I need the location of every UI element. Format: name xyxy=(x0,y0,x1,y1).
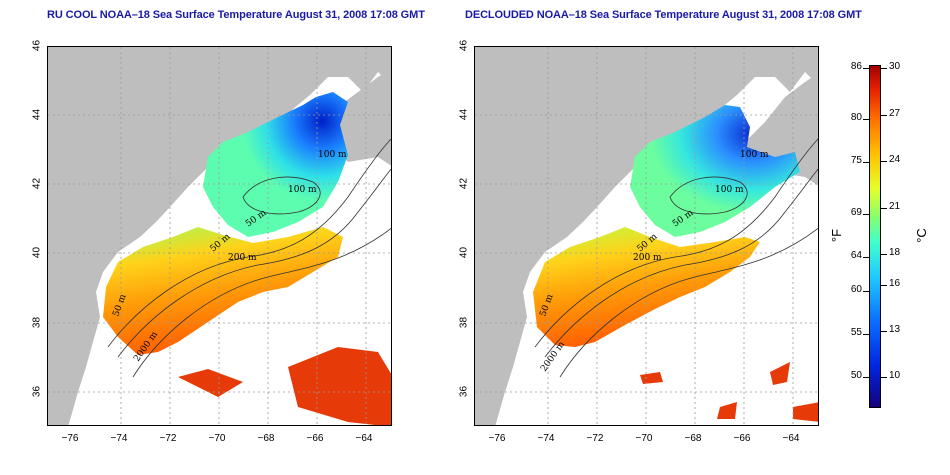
contour-label: 200 m xyxy=(228,253,257,263)
lat-tick-label: 44 xyxy=(458,108,470,121)
fahrenheit-tick: 50 xyxy=(850,370,862,381)
sst-shelf xyxy=(533,227,760,347)
lon-tick-label: −70 xyxy=(635,433,653,444)
raw-sst-map: 100 m 100 m 50 m 50 m 200 m 50 m 2000 m xyxy=(47,46,392,426)
celsius-tick: 21 xyxy=(889,201,901,212)
lat-lon-grid xyxy=(475,47,818,425)
lat-tick-label: 40 xyxy=(458,246,470,259)
bathymetry-contours xyxy=(534,138,818,378)
lon-tick-label: −66 xyxy=(733,433,751,444)
declouded-sst-map: 100 m 100 m 50 m 50 m 200 m 50 m 2000 m xyxy=(474,46,819,426)
sst-gulf-stream-eddies xyxy=(640,362,818,422)
contour-label: 100 m xyxy=(318,150,347,160)
raw-sst-map-graphic: 100 m 100 m 50 m 50 m 200 m 50 m 2000 m xyxy=(48,47,391,425)
celsius-unit-label: °C xyxy=(913,228,929,243)
celsius-tick: 13 xyxy=(889,324,901,335)
fahrenheit-tick: 64 xyxy=(850,250,862,261)
lon-tick-label: −72 xyxy=(586,433,604,444)
lat-tick-label: 42 xyxy=(458,177,470,190)
celsius-tick: 10 xyxy=(889,370,901,381)
lat-tick-label: 36 xyxy=(31,385,43,398)
lat-tick-label: 38 xyxy=(458,316,470,329)
celsius-tick: 18 xyxy=(889,247,901,258)
lat-tick-label: 46 xyxy=(31,39,43,52)
fahrenheit-tick: 60 xyxy=(850,284,862,295)
fahrenheit-unit-label: °F xyxy=(829,228,845,243)
lon-tick-label: −76 xyxy=(488,433,506,444)
contour-label: 100 m xyxy=(740,150,769,160)
bathymetry-contours xyxy=(107,138,391,378)
celsius-tick: 27 xyxy=(889,108,901,119)
lon-tick-label: −76 xyxy=(61,433,79,444)
lat-tick-label: 46 xyxy=(458,39,470,52)
contour-label: 2000 m xyxy=(539,340,567,374)
lat-tick-label: 42 xyxy=(31,177,43,190)
left-map-title: RU COOL NOAA–18 Sea Surface Temperature … xyxy=(47,9,425,21)
celsius-tick: 30 xyxy=(889,61,901,72)
lat-tick-label: 40 xyxy=(31,246,43,259)
right-map-title: DECLOUDED NOAA–18 Sea Surface Temperatur… xyxy=(465,9,862,21)
sst-gulf-of-maine xyxy=(203,92,348,237)
fahrenheit-tick: 75 xyxy=(850,155,862,166)
land-mainland xyxy=(475,47,818,425)
celsius-tick: 24 xyxy=(889,154,901,165)
lat-tick-label: 36 xyxy=(458,385,470,398)
lat-lon-grid xyxy=(48,47,391,425)
lat-tick-label: 44 xyxy=(31,108,43,121)
lon-tick-label: −72 xyxy=(159,433,177,444)
sst-gulf-stream-eddies xyxy=(178,347,391,425)
lat-tick-label: 38 xyxy=(31,316,43,329)
celsius-tick: 16 xyxy=(889,278,901,289)
fahrenheit-tick: 86 xyxy=(850,61,862,72)
contour-label: 100 m xyxy=(715,185,744,195)
lon-tick-label: −64 xyxy=(782,433,800,444)
land-nova-scotia xyxy=(333,68,391,166)
fahrenheit-tick: 69 xyxy=(850,207,862,218)
fahrenheit-tick: 80 xyxy=(850,112,862,123)
lon-tick-label: −70 xyxy=(208,433,226,444)
lon-tick-label: −68 xyxy=(684,433,702,444)
lon-tick-label: −74 xyxy=(537,433,555,444)
lon-tick-label: −66 xyxy=(306,433,324,444)
lon-tick-label: −68 xyxy=(257,433,275,444)
declouded-sst-map-graphic: 100 m 100 m 50 m 50 m 200 m 50 m 2000 m xyxy=(475,47,818,425)
lon-tick-label: −74 xyxy=(110,433,128,444)
lon-tick-label: −64 xyxy=(355,433,373,444)
sst-gulf-of-maine xyxy=(630,105,800,237)
contour-label: 100 m xyxy=(288,185,317,195)
contour-label: 200 m xyxy=(633,253,662,263)
fahrenheit-tick: 55 xyxy=(850,327,862,338)
land-mainland xyxy=(48,47,391,425)
temperature-colorbar xyxy=(869,65,881,408)
